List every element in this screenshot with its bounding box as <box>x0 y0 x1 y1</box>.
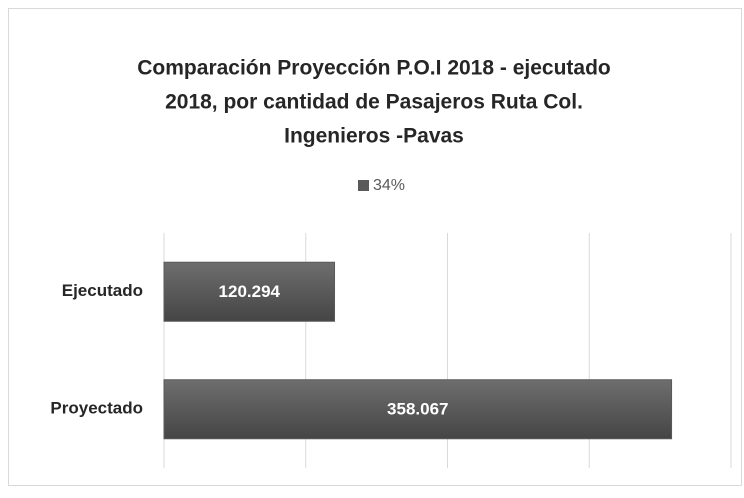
chart-title: 2018, por cantidad de Pasajeros Ruta Col… <box>165 91 583 114</box>
y-tick-label: Proyectado <box>50 399 143 418</box>
chart-title: Ingenieros -Pavas <box>284 125 464 148</box>
y-tick-label: Ejecutado <box>62 281 143 300</box>
chart-title: Comparación Proyección P.O.I 2018 - ejec… <box>137 57 610 80</box>
data-label: 358.067 <box>387 400 448 419</box>
bar <box>163 261 336 322</box>
bar <box>163 379 673 440</box>
legend-swatch <box>358 180 369 191</box>
legend-label: 34% <box>373 177 405 194</box>
data-label: 120.294 <box>219 282 281 301</box>
